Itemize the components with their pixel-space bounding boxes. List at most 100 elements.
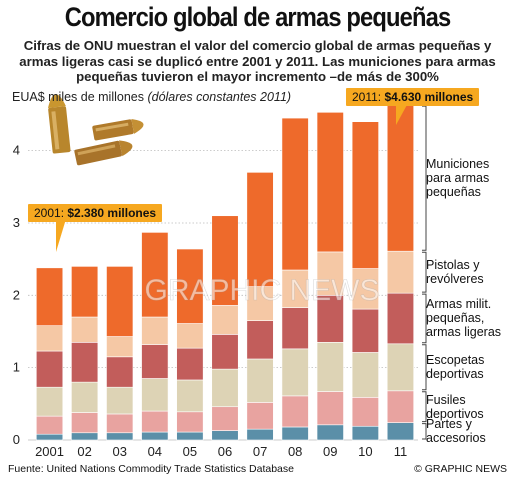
bar-segment-09-5: [316, 111, 344, 253]
bar-segment-08-1: [281, 395, 309, 428]
x-tick-label-09: 09: [323, 444, 337, 459]
source: Fuente: United Nations Commodity Trade S…: [8, 463, 294, 475]
y-tick-label-3: 3: [13, 215, 20, 230]
bar-segment-03-2: [106, 386, 134, 415]
x-tick-label-05: 05: [183, 444, 197, 459]
bar-segment-08-2: [281, 348, 309, 397]
bar-segment-05-2: [176, 379, 204, 413]
legend-bracket-2: [422, 344, 427, 391]
bar-segment-04-4: [141, 316, 169, 345]
callout-2001: 2001: $2.380 millones: [28, 204, 163, 222]
x-tick-label-10: 10: [358, 444, 372, 459]
x-tick-label-2001: 2001: [35, 444, 64, 459]
callout-2001-value: $2.380 millones: [67, 206, 157, 220]
bar-segment-10-0: [351, 425, 379, 441]
unit-label-main: EUA$ miles de millones: [12, 90, 148, 104]
bar-segment-03-4: [106, 336, 134, 358]
callout-2001-year: 2001:: [34, 206, 68, 220]
bar-segment-07-5: [246, 172, 274, 287]
bar-segment-03-1: [106, 413, 134, 434]
legend-item-1: Fusiles deportivos: [426, 392, 484, 421]
legend-bracket-3: [422, 293, 427, 344]
x-tick-label-06: 06: [218, 444, 232, 459]
bar-segment-2001-5: [35, 267, 64, 327]
bar-segment-11-2: [386, 343, 415, 392]
bar-segment-06-1: [211, 406, 239, 431]
bar-segment-04-1: [141, 410, 169, 433]
bar-segment-07-1: [246, 402, 274, 430]
bar-segment-05-1: [176, 411, 204, 433]
bar-segment-06-0: [211, 430, 239, 441]
bar-segment-07-0: [246, 428, 274, 441]
subtitle: Cifras de ONU muestran el valor del come…: [19, 38, 496, 84]
bar-segment-02-3: [71, 342, 99, 383]
bar-segment-08-0: [281, 426, 309, 441]
bar-segment-08-4: [281, 269, 309, 308]
callout-2011: 2011: $4.630 millones: [346, 88, 480, 106]
bar-segment-10-4: [351, 268, 379, 310]
bar-segment-04-3: [141, 344, 169, 379]
legend-bracket-0: [422, 423, 427, 440]
unit-label: EUA$ miles de millones (dólares constant…: [12, 90, 291, 104]
bar-segment-04-2: [141, 378, 169, 412]
legend-item-3: Armas milit. pequeñas, armas ligeras: [426, 297, 502, 340]
bar-segment-11-4: [386, 250, 415, 294]
legend-item-5: Municiones para armas pequeñas: [426, 157, 490, 200]
bar-segment-11-5: [386, 104, 415, 252]
bar-segment-02-2: [71, 381, 99, 413]
bar-segment-02-5: [71, 266, 99, 318]
x-tick-label-11: 11: [394, 444, 408, 459]
callout-pointers: [56, 103, 408, 252]
bar-segment-04-5: [141, 232, 169, 318]
bar-segment-02-0: [71, 432, 99, 441]
bar-segment-09-4: [316, 251, 344, 296]
y-tick-label-1: 1: [13, 360, 20, 375]
bar-segment-06-5: [211, 215, 239, 306]
bar-segment-2001-3: [35, 350, 64, 388]
x-tick-label-08: 08: [288, 444, 302, 459]
bar-segment-03-3: [106, 356, 134, 388]
bar-segment-10-5: [351, 121, 379, 269]
bar-segment-10-2: [351, 352, 379, 398]
bar-segment-02-4: [71, 316, 99, 343]
y-tick-label-2: 2: [13, 287, 20, 302]
y-tick-label-4: 4: [13, 143, 20, 158]
bar-segment-05-4: [176, 323, 204, 349]
bullets-illustration: [48, 94, 144, 166]
bar-segment-08-5: [281, 117, 309, 271]
callout-2011-year: 2011:: [352, 90, 385, 104]
unit-label-note: (dólares constantes 2011): [147, 90, 292, 104]
bar-segment-08-3: [281, 307, 309, 350]
bar-segment-11-3: [386, 292, 415, 345]
legend-item-4: Pistolas y revólveres: [426, 258, 484, 287]
x-tick-label-03: 03: [112, 444, 126, 459]
x-axis-labels: 2001 02 03 04 05 06 07 08 09 10 11: [35, 444, 407, 459]
legend-item-0: Partes y accesorios: [426, 417, 486, 446]
bar-segment-09-0: [316, 424, 344, 441]
legend-brackets: [422, 105, 427, 440]
bar-segment-07-3: [246, 320, 274, 360]
bar-segment-09-2: [316, 342, 344, 392]
bar-segment-10-1: [351, 397, 379, 427]
bar-segment-04-0: [141, 431, 169, 441]
callout-2011-value: $4.630 millones: [384, 90, 474, 104]
y-axis-labels: 0 1 2 3 4: [13, 143, 20, 447]
bar-segment-2001-1: [35, 415, 64, 435]
bar-segment-09-1: [316, 391, 344, 426]
legend-bracket-1: [422, 391, 427, 423]
legend-item-2: Escopetas deportivas: [426, 353, 485, 382]
bar-segment-02-1: [71, 412, 99, 434]
credit: © GRAPHIC NEWS: [414, 463, 507, 475]
legend-bracket-5: [422, 105, 427, 251]
bar-segment-05-3: [176, 347, 204, 381]
bar-segment-03-0: [106, 432, 134, 441]
bar-segment-10-3: [351, 308, 379, 353]
bars: [35, 104, 415, 441]
legend-bracket-4: [422, 251, 427, 293]
bar-segment-06-3: [211, 334, 239, 370]
bar-segment-03-5: [106, 266, 134, 337]
x-tick-label-07: 07: [253, 444, 267, 459]
x-tick-label-04: 04: [148, 444, 162, 459]
bar-segment-11-1: [386, 390, 415, 423]
